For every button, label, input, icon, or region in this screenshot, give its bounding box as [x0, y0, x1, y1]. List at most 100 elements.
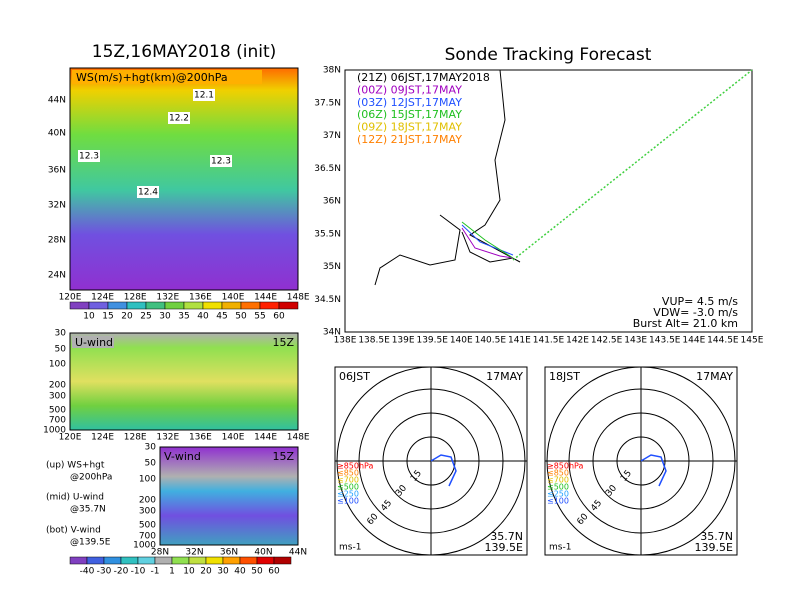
- pressure-label: 700: [139, 532, 156, 542]
- lon-label: 136E: [189, 433, 212, 443]
- lat-label: 36N: [48, 166, 66, 176]
- note: (mid) U-wind: [46, 493, 104, 503]
- colorbar-box: [183, 301, 204, 310]
- lon-label: 140E: [222, 433, 245, 443]
- pressure-label: 50: [145, 459, 157, 469]
- note: (bot) V-wind: [46, 526, 101, 536]
- hodo-trace: [430, 454, 457, 487]
- hodo-date: 17MAY: [696, 370, 733, 383]
- colorbar-label: -10: [131, 567, 146, 577]
- colorbar-label: 50: [251, 567, 263, 577]
- note: @200hPa: [70, 473, 112, 483]
- colorbar-label: 30: [159, 312, 171, 322]
- pressure-label: 300: [49, 392, 66, 402]
- lat-label: 35N: [323, 262, 341, 272]
- lon-label: 144.5E: [707, 336, 739, 346]
- time-legend: (06Z) 15JST,17MAY: [357, 108, 462, 121]
- lon-label: 139E: [392, 336, 415, 346]
- u-wind-section: [69, 332, 299, 431]
- colorbar-box: [69, 301, 90, 310]
- lon: 139.5E: [485, 541, 523, 554]
- title: Sonde Tracking Forecast: [445, 45, 652, 65]
- contour-label-bg: [210, 155, 232, 167]
- pressure-label: 50: [55, 345, 67, 355]
- contour-label: 12.1: [194, 91, 214, 101]
- lat-label: 40N: [254, 548, 272, 558]
- lon-label: 128E: [124, 293, 147, 303]
- pressure-label: 200: [139, 496, 156, 506]
- lon-label: 120E: [59, 293, 82, 303]
- lat-label: 35.5N: [314, 229, 341, 239]
- lon-label: 144E: [682, 336, 705, 346]
- lat-label: 24N: [48, 271, 66, 281]
- lon-label: 136E: [189, 293, 212, 303]
- contour-label: 12.2: [169, 114, 189, 124]
- lon-label: 141E: [508, 336, 531, 346]
- colorbar-label: -30: [97, 567, 112, 577]
- level-label: ≤250: [337, 490, 359, 499]
- colorbar-label: 25: [140, 312, 151, 322]
- time-legend: (03Z) 12JST,17MAY: [357, 96, 462, 109]
- lat-label: 36N: [220, 548, 238, 558]
- colorbar-box: [86, 556, 105, 565]
- time-legend: (12Z) 21JST,17MAY: [357, 133, 462, 146]
- contour-label-bg: [168, 112, 190, 124]
- label-box: [72, 70, 262, 84]
- lon-label: 120E: [59, 433, 82, 443]
- lat: 35.7N: [490, 530, 523, 543]
- lat-label: 28N: [48, 236, 66, 246]
- pressure-label: 100: [49, 360, 66, 370]
- lon-label: 143.5E: [649, 336, 681, 346]
- title: 15Z,16MAY2018 (init): [92, 42, 277, 62]
- lat-label: 34N: [323, 328, 341, 338]
- lon-label: 141.5E: [533, 336, 565, 346]
- lat-label: 44N: [48, 96, 66, 106]
- lon: 139.5E: [695, 541, 733, 554]
- pressure-label: 500: [49, 406, 66, 416]
- coastline: [374, 69, 521, 286]
- colorbar-box: [126, 301, 147, 310]
- lon-label: 128E: [124, 433, 147, 443]
- time-legend: (21Z) 06JST,17MAY2018: [357, 71, 490, 84]
- level-label: ≤250: [547, 490, 569, 499]
- lon-label: 142.5E: [591, 336, 623, 346]
- colorbar-label: 50: [235, 312, 247, 322]
- lon-label: 140E: [222, 293, 245, 303]
- pressure-label: 30: [55, 329, 67, 339]
- colorbar-label: 30: [217, 567, 229, 577]
- colorbar-label: 1: [169, 567, 175, 577]
- time-legend: (09Z) 18JST,17MAY: [357, 121, 462, 134]
- pressure-label: 1000: [133, 541, 156, 551]
- note: (up) WS+hgt: [46, 461, 105, 471]
- lon-label: 138.5E: [358, 336, 390, 346]
- colorbar-box: [222, 556, 241, 565]
- colorbar-box: [120, 556, 139, 565]
- map-label: WS(m/s)+hgt(km)@200hPa: [76, 71, 228, 84]
- lon-label: 145E: [741, 336, 764, 346]
- hodo-date: 17MAY: [486, 370, 523, 383]
- lat-label: 32N: [48, 201, 66, 211]
- colorbar-box: [239, 556, 258, 565]
- lat-label: 36.5N: [314, 164, 341, 174]
- colorbar-box: [145, 301, 166, 310]
- lat-label: 44N: [289, 548, 307, 558]
- colorbar-box: [69, 556, 88, 565]
- pressure-label: 300: [139, 507, 156, 517]
- pressure-label: 700: [49, 416, 66, 426]
- colorbar-box: [278, 301, 299, 310]
- level-label: ≤100: [547, 497, 569, 506]
- lon-label: 132E: [156, 433, 179, 443]
- hodo-time: 06JST: [339, 370, 370, 383]
- contour-label: 12.3: [211, 157, 231, 167]
- colorbar-box: [188, 556, 207, 565]
- lat-label: 38N: [323, 66, 341, 76]
- level-label: ≤500: [337, 483, 359, 492]
- colorbar-box: [107, 301, 128, 310]
- info: Burst Alt= 21.0 km: [633, 317, 738, 330]
- colorbar-box: [88, 301, 109, 310]
- lon-label: 148E: [287, 433, 310, 443]
- lon-label: 140.5E: [475, 336, 507, 346]
- colorbar-box: [273, 556, 292, 565]
- colorbar-label: 45: [216, 312, 227, 322]
- colorbar-label: 20: [200, 567, 212, 577]
